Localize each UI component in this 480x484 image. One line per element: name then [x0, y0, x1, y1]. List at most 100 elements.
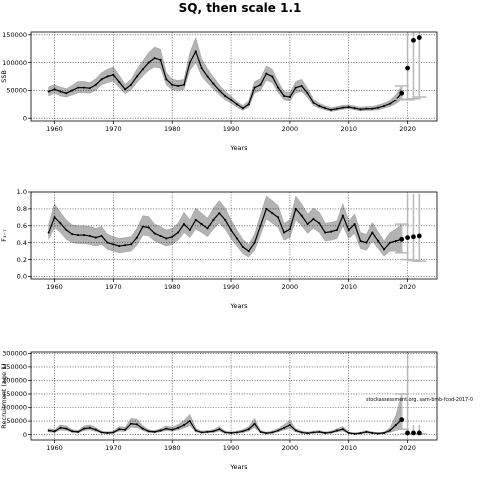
data-point [112, 431, 115, 434]
x-axis-label: Years [229, 463, 248, 471]
data-point [218, 428, 221, 431]
x-axis-label: Years [229, 302, 248, 310]
data-point [241, 245, 244, 248]
data-point [212, 218, 215, 221]
data-point [165, 427, 168, 430]
data-point [241, 430, 244, 433]
data-point [253, 86, 256, 89]
data-point [165, 78, 168, 81]
data-point [82, 86, 86, 89]
data-point [312, 217, 315, 221]
data-point [53, 216, 56, 219]
data-point [365, 241, 368, 244]
data-point [106, 75, 109, 78]
data-point [182, 83, 186, 86]
data-point [230, 98, 233, 101]
data-point [159, 234, 162, 237]
data-point [282, 231, 286, 234]
data-point [47, 90, 50, 93]
data-point [188, 228, 191, 232]
data-point [388, 241, 391, 244]
data-point [77, 86, 80, 89]
data-point [118, 81, 121, 84]
x-tick-label: 2010 [340, 283, 357, 291]
data-point [147, 430, 150, 433]
y-tick-label: 0.0 [17, 273, 27, 281]
data-point [312, 101, 315, 104]
data-point [341, 428, 344, 431]
data-point [206, 227, 209, 230]
data-point [359, 432, 362, 435]
x-tick-label: 1990 [223, 283, 240, 291]
data-point [318, 430, 321, 433]
x-tick-label: 2020 [399, 125, 416, 133]
y-tick-label: 100000 [2, 59, 27, 67]
data-point [294, 429, 297, 432]
data-point [71, 430, 74, 433]
data-point [382, 248, 386, 251]
projection-point [405, 235, 410, 241]
data-point [388, 429, 391, 432]
data-point [200, 223, 203, 226]
data-point [141, 68, 144, 71]
data-point [235, 237, 238, 240]
data-point [347, 106, 350, 109]
data-point [259, 83, 262, 86]
data-point [365, 430, 368, 433]
data-point [159, 58, 162, 61]
x-tick-label: 2020 [399, 283, 416, 291]
data-point [71, 233, 74, 236]
x-tick-label: 2000 [282, 444, 299, 452]
data-point [112, 243, 115, 246]
data-point [194, 218, 197, 221]
data-point [377, 239, 380, 243]
x-tick-label: 1960 [46, 444, 63, 452]
data-point [200, 431, 203, 434]
data-point [147, 226, 150, 229]
y-tick-label: 0 [23, 431, 27, 439]
data-point [230, 228, 233, 232]
data-point [182, 424, 186, 427]
data-point [118, 245, 121, 248]
y-axis-label: Recruitment (age 1) [0, 363, 8, 428]
x-tick-label: 1980 [164, 283, 181, 291]
data-point [194, 429, 197, 432]
projection-point [405, 430, 410, 436]
data-point [159, 429, 162, 432]
data-point [100, 78, 103, 81]
data-point [230, 431, 233, 435]
y-tick-label: 50000 [6, 417, 27, 425]
data-point [106, 431, 109, 435]
data-point [135, 75, 138, 78]
data-point [59, 426, 62, 429]
data-point [82, 234, 86, 237]
projection-point [416, 35, 422, 40]
projection-point [411, 234, 416, 240]
x-tick-label: 1960 [46, 125, 63, 133]
data-point [153, 57, 156, 60]
x-tick-label: 1990 [223, 125, 240, 133]
data-point [94, 428, 97, 431]
data-point [318, 104, 321, 108]
annotation-text: stockassessment.org, sam-bmb-fcod-2017-0 [366, 397, 473, 403]
y-tick-label: 250000 [2, 363, 27, 371]
data-point [100, 431, 103, 434]
data-point [59, 90, 62, 93]
data-point [335, 107, 339, 110]
data-point [312, 431, 315, 434]
data-point [47, 231, 50, 234]
data-point [65, 92, 68, 95]
data-point [224, 431, 227, 434]
y-tick-label: 0.2 [17, 256, 27, 264]
data-point [124, 88, 127, 91]
y-tick-label: 200000 [2, 377, 27, 385]
data-point [77, 430, 80, 433]
data-point [129, 83, 133, 86]
y-tick-label: 1.0 [17, 188, 27, 196]
data-point [129, 243, 133, 246]
data-point [277, 86, 280, 89]
data-point [112, 73, 115, 76]
data-point [259, 430, 262, 433]
data-point [353, 223, 356, 226]
